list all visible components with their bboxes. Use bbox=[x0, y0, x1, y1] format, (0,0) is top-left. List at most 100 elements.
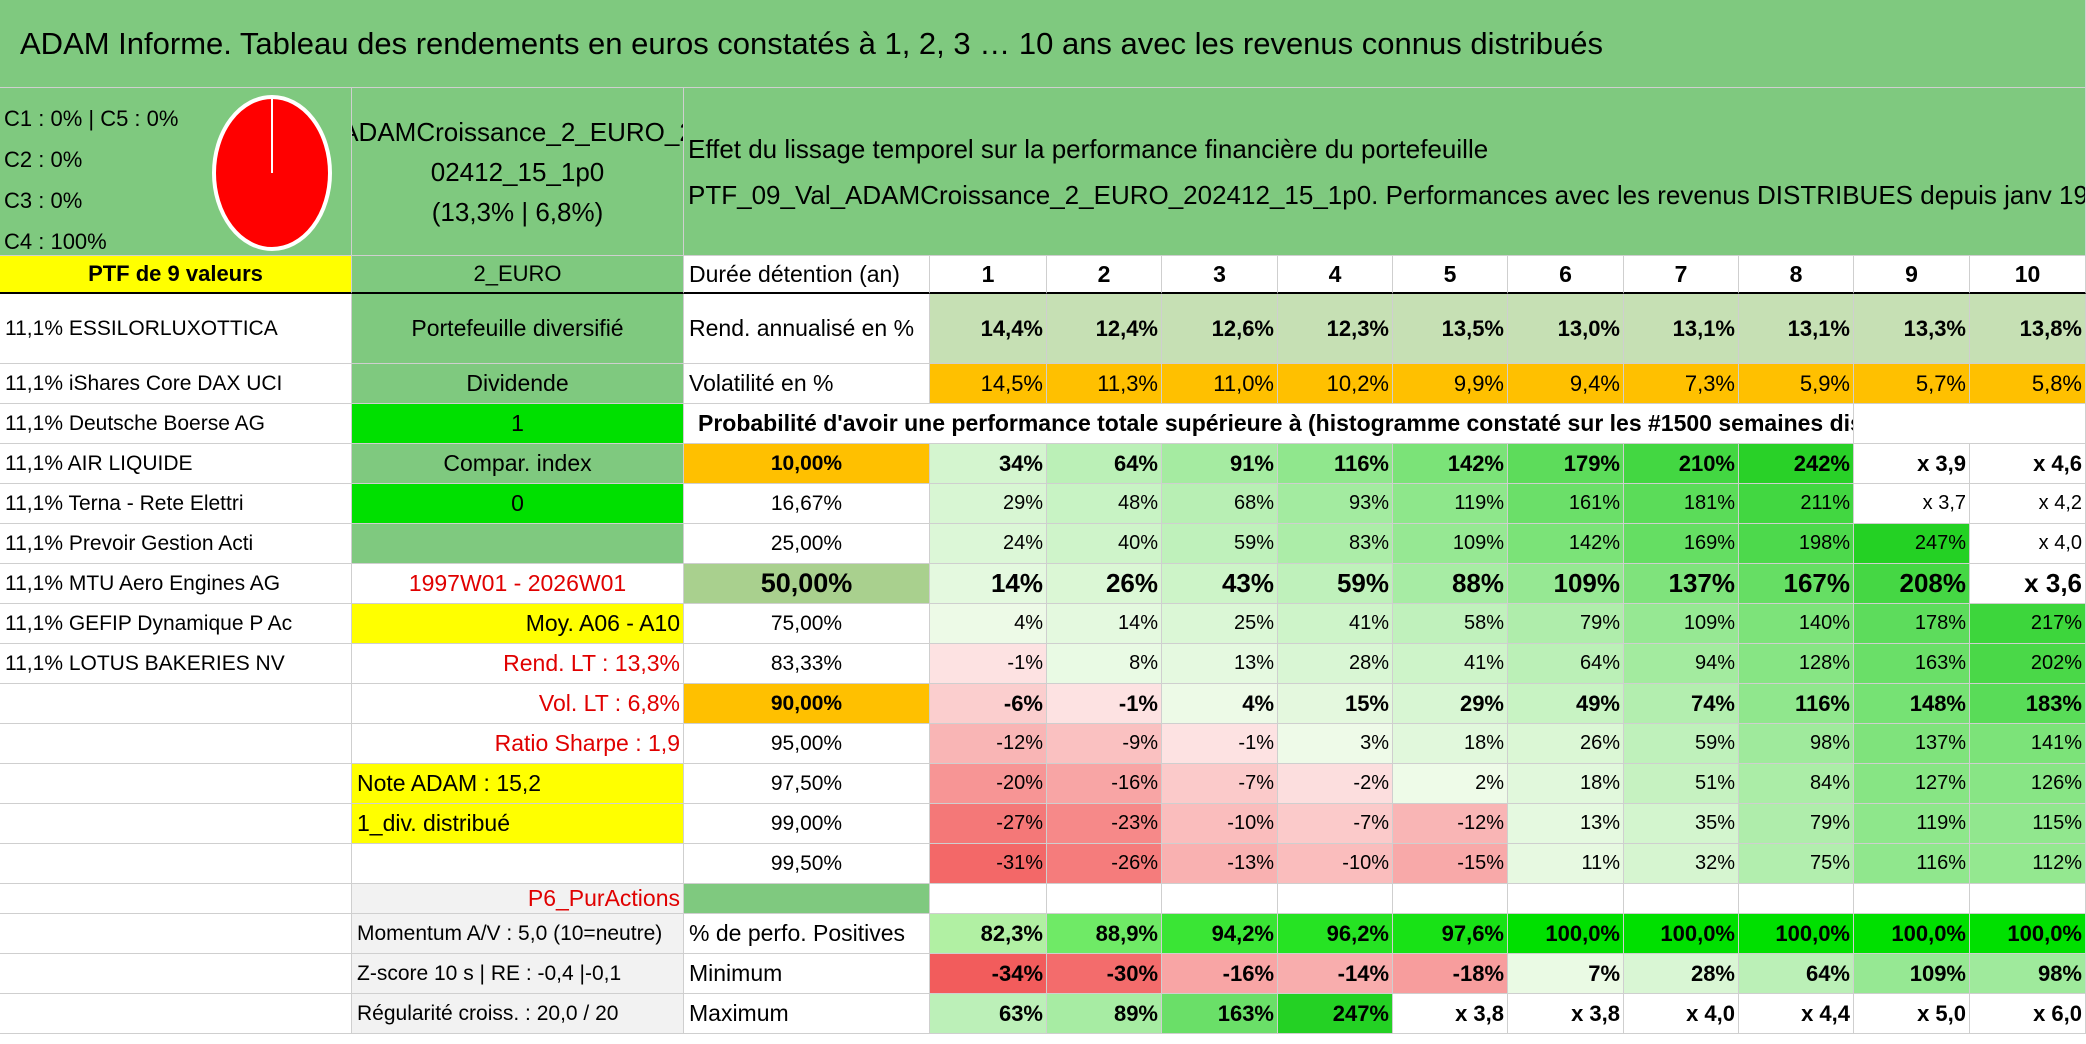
positive-share: 82,3% bbox=[930, 914, 1047, 954]
probability-value: 128% bbox=[1739, 644, 1854, 684]
holding-row: 11,1% iShares Core DAX UCI bbox=[0, 364, 352, 404]
info-empty-cell bbox=[352, 524, 684, 564]
probability-value: 48% bbox=[1047, 484, 1162, 524]
probability-value: -15% bbox=[1393, 844, 1508, 884]
probability-value: 15% bbox=[1278, 684, 1393, 724]
empty-cell bbox=[1624, 884, 1739, 914]
info-empty-cell bbox=[352, 844, 684, 884]
asset-class-label: P6_PurActions bbox=[352, 884, 684, 914]
probability-value: -7% bbox=[1278, 804, 1393, 844]
volatility-value: 5,9% bbox=[1739, 364, 1854, 404]
volatility-value: 11,0% bbox=[1162, 364, 1278, 404]
allocation-label: C1 : 0% | C5 : 0% bbox=[4, 106, 179, 131]
probability-value: 8% bbox=[1047, 644, 1162, 684]
allocation-label: C3 : 0% bbox=[4, 188, 83, 213]
probability-value: -31% bbox=[930, 844, 1047, 884]
probability-value: 41% bbox=[1393, 644, 1508, 684]
ptf-header: PTF de 9 valeurs bbox=[0, 256, 352, 294]
positive-share: 100,0% bbox=[1508, 914, 1624, 954]
dividend-label: Dividende bbox=[352, 364, 684, 404]
empty-holding-cell bbox=[0, 954, 352, 994]
currency-label: 2_EURO bbox=[352, 256, 684, 294]
year-header: 7 bbox=[1624, 256, 1739, 294]
probability-value: 217% bbox=[1970, 604, 2086, 644]
empty-holding-cell bbox=[0, 804, 352, 844]
probability-value: 2% bbox=[1393, 764, 1508, 804]
volatility-value: 5,8% bbox=[1970, 364, 2086, 404]
long-term-return: Rend. LT : 13,3% bbox=[352, 644, 684, 684]
probability-value: 119% bbox=[1854, 804, 1970, 844]
probability-value: 75% bbox=[1739, 844, 1854, 884]
empty-cell bbox=[1393, 884, 1508, 914]
probability-value: x 4,2 bbox=[1970, 484, 2086, 524]
holding-row: 11,1% ESSILORLUXOTTICA bbox=[0, 294, 352, 364]
effect-subtitle: PTF_09_Val_ADAMCroissance_2_EURO_202412_… bbox=[688, 179, 2086, 210]
probability-value: 127% bbox=[1854, 764, 1970, 804]
positive-label: % de perfo. Positives bbox=[684, 914, 930, 954]
empty-holding-cell bbox=[0, 844, 352, 884]
probability-value: 14% bbox=[930, 564, 1047, 604]
probability-value: 142% bbox=[1393, 444, 1508, 484]
probability-value: 137% bbox=[1624, 564, 1739, 604]
probability-value: 13% bbox=[1162, 644, 1278, 684]
report-title: ADAM Informe. Tableau des rendements en … bbox=[0, 0, 2086, 88]
probability-value: -16% bbox=[1047, 764, 1162, 804]
probability-value: 210% bbox=[1624, 444, 1739, 484]
minimum-value: 7% bbox=[1508, 954, 1624, 994]
probability-value: 3% bbox=[1278, 724, 1393, 764]
probability-value: 137% bbox=[1854, 724, 1970, 764]
probability-value: 112% bbox=[1970, 844, 2086, 884]
probability-value: 242% bbox=[1739, 444, 1854, 484]
portfolio-type: Portefeuille diversifié bbox=[352, 294, 684, 364]
minimum-value: 64% bbox=[1739, 954, 1854, 994]
empty-holding-cell bbox=[0, 724, 352, 764]
minimum-value: 98% bbox=[1970, 954, 2086, 994]
holding-row: 11,1% GEFIP Dynamique P Ac bbox=[0, 604, 352, 644]
minimum-value: -18% bbox=[1393, 954, 1508, 994]
positive-share: 94,2% bbox=[1162, 914, 1278, 954]
probability-value: 34% bbox=[930, 444, 1047, 484]
probability-value: 18% bbox=[1508, 764, 1624, 804]
positive-share: 100,0% bbox=[1970, 914, 2086, 954]
probability-value: -20% bbox=[930, 764, 1047, 804]
volatility-value: 9,4% bbox=[1508, 364, 1624, 404]
empty-cell bbox=[1739, 884, 1854, 914]
minimum-value: 109% bbox=[1854, 954, 1970, 994]
allocation-pie-chart bbox=[212, 95, 332, 251]
average-label: Moy. A06 - A10 bbox=[352, 604, 684, 644]
probability-value: 29% bbox=[1393, 684, 1508, 724]
effect-header: Effet du lissage temporel sur la perform… bbox=[684, 88, 2086, 256]
probability-value: 59% bbox=[1278, 564, 1393, 604]
fund-name: ADAMCroissance_2_EURO_2 bbox=[352, 116, 684, 147]
holding-row: 11,1% Prevoir Gestion Acti bbox=[0, 524, 352, 564]
empty-holding-cell bbox=[0, 884, 352, 914]
volatility-value: 11,3% bbox=[1047, 364, 1162, 404]
year-header: 9 bbox=[1854, 256, 1970, 294]
probability-value: x 4,0 bbox=[1970, 524, 2086, 564]
annualized-return: 13,1% bbox=[1739, 294, 1854, 364]
empty-cell bbox=[1970, 884, 2086, 914]
adam-score: Note ADAM : 15,2 bbox=[352, 764, 684, 804]
probability-value: 59% bbox=[1162, 524, 1278, 564]
probability-value: 68% bbox=[1162, 484, 1278, 524]
probability-value: 74% bbox=[1624, 684, 1739, 724]
probability-value: 25% bbox=[1162, 604, 1278, 644]
empty-cell bbox=[684, 884, 930, 914]
fund-name: 02412_15_1p0 bbox=[430, 156, 605, 187]
probability-value: 119% bbox=[1393, 484, 1508, 524]
probability-value: 198% bbox=[1739, 524, 1854, 564]
annualized-return: 13,1% bbox=[1624, 294, 1739, 364]
probability-value: x 3,6 bbox=[1970, 564, 2086, 604]
probability-value: 24% bbox=[930, 524, 1047, 564]
probability-threshold: 95,00% bbox=[684, 724, 930, 764]
duration-label: Durée détention (an) bbox=[684, 256, 930, 294]
probability-value: 109% bbox=[1508, 564, 1624, 604]
probability-threshold: 99,00% bbox=[684, 804, 930, 844]
volatility-value: 9,9% bbox=[1393, 364, 1508, 404]
year-header: 5 bbox=[1393, 256, 1508, 294]
holding-row: 11,1% LOTUS BAKERIES NV bbox=[0, 644, 352, 684]
empty-cell bbox=[1162, 884, 1278, 914]
probability-value: x 3,7 bbox=[1854, 484, 1970, 524]
probability-value: 109% bbox=[1624, 604, 1739, 644]
probability-value: 183% bbox=[1970, 684, 2086, 724]
